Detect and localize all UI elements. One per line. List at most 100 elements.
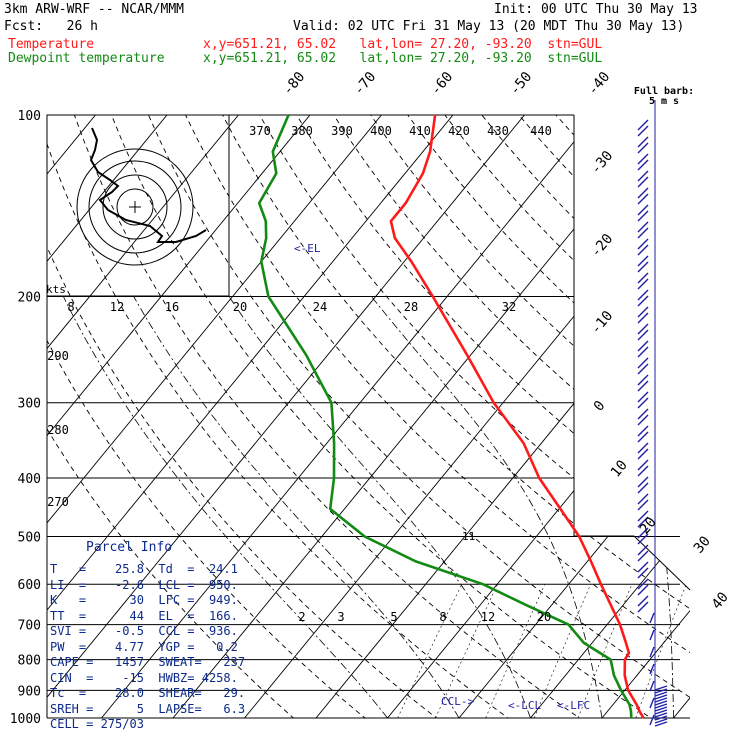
wind-barb [637, 516, 649, 528]
wind-barb [637, 425, 649, 437]
hodograph-ring [76, 148, 194, 266]
wind-barb [637, 465, 649, 477]
parcel-info-title: Parcel Info [86, 540, 173, 555]
isotherm-line [47, 115, 168, 718]
wind-barb [637, 142, 649, 154]
wind-barb [637, 329, 649, 341]
wind-barb [637, 391, 649, 403]
wind-barb [637, 459, 649, 471]
isotherm-line [47, 115, 311, 718]
pressure-tick-label: 200 [18, 291, 41, 306]
dry-adiabat [222, 115, 690, 718]
wind-barb [637, 561, 649, 573]
wind-barb [637, 255, 649, 267]
wind-barb [637, 323, 649, 335]
wind-barb [637, 289, 649, 301]
isotherm-tick-label: -70 [351, 69, 380, 99]
isotherm-tick-label: 40 [709, 589, 732, 612]
wind-barb [637, 595, 649, 607]
isotherm-tick-label: 0 [591, 398, 609, 415]
temperature-legend: Temperature [8, 37, 95, 52]
theta-tick-label: 440 [530, 124, 552, 138]
isotherm-line [47, 115, 454, 718]
dry-adiabat [444, 115, 690, 718]
theta-tick-label: 400 [370, 124, 392, 138]
isotherm-line [47, 115, 239, 718]
pressure-tick-label: 400 [18, 472, 41, 487]
wind-barb [637, 527, 649, 539]
wind-barb [637, 448, 649, 460]
mixing-ratio-label: 12 [481, 610, 495, 624]
isotherm-line [47, 115, 525, 718]
mixing-ratio-label: 32 [502, 300, 516, 314]
wind-barb [637, 204, 649, 216]
hodograph-trace [89, 127, 207, 243]
isotherm-tick-label: 10 [608, 457, 631, 480]
wind-barb [637, 176, 649, 188]
wind-barb [637, 187, 649, 199]
mixing-ratio-label: 12 [110, 300, 124, 314]
pressure-tick-label: 700 [18, 619, 41, 634]
wind-barb [637, 408, 649, 420]
hodograph-ring [116, 188, 154, 226]
mixing-ratio-line [435, 584, 498, 718]
mixing-ratio-mark: 11 [462, 530, 475, 543]
pressure-tick-label: 800 [18, 654, 41, 669]
wind-barb [654, 718, 668, 724]
dry-adiabat [47, 115, 526, 718]
wind-barb [637, 136, 649, 148]
hodograph-center [129, 201, 141, 213]
isotherm-tick-label: -20 [588, 231, 617, 261]
barb-key-value: 5 m s [649, 96, 679, 107]
wind-barb [637, 312, 649, 324]
isotherm-line [244, 115, 690, 718]
init-time: Init: 00 UTC Thu 30 May 13 [494, 2, 698, 17]
pressure-tick-label: 500 [18, 530, 41, 545]
wind-barb [637, 442, 649, 454]
theta-side-label: 280 [47, 423, 69, 437]
mixing-ratio-label: 20 [537, 610, 551, 624]
wind-barb [637, 295, 649, 307]
model-name: 3km ARW-WRF -- NCAR/MMM [4, 2, 185, 17]
theta-tick-label: 380 [291, 124, 313, 138]
wind-barb [654, 712, 668, 718]
wind-barb [637, 227, 649, 239]
wind-barb [637, 159, 649, 171]
wind-barb [637, 414, 649, 426]
wind-barb [637, 340, 649, 352]
pressure-tick-label: 300 [18, 397, 41, 412]
wind-barb [637, 601, 649, 613]
frame-diagonal [574, 535, 691, 591]
parcel-info-row: T = 25.8 Td = 24.1 [50, 562, 238, 576]
dry-adiabat [47, 115, 381, 718]
wind-barb [637, 380, 649, 392]
lcl-annotation: <-LCL [508, 699, 541, 712]
mixing-ratio-label: 8 [67, 300, 74, 314]
wind-barb [637, 170, 649, 182]
lfc-annotation: <-LFC [557, 699, 590, 712]
dry-adiabat [333, 115, 690, 718]
dry-adiabat [370, 115, 690, 718]
valid-time: Valid: 02 UTC Fri 31 May 13 (20 MDT Thu … [293, 19, 685, 34]
mixing-ratio-label: 24 [313, 300, 327, 314]
mixing-ratio-label: 8 [439, 610, 446, 624]
dry-adiabat [296, 115, 690, 718]
wind-barb [654, 688, 668, 694]
parcel-info-row: CAPE = 1457 SWEAT= 237 [50, 655, 246, 669]
wind-barb [637, 499, 649, 511]
wind-barb [637, 584, 649, 596]
wind-barb [637, 306, 649, 318]
wind-barb [637, 510, 649, 522]
dry-adiabat [111, 115, 671, 718]
wind-barb [649, 697, 655, 709]
mixing-ratio-label: 3 [337, 610, 344, 624]
moist-adiabat [371, 296, 603, 718]
dry-adiabat [73, 115, 599, 718]
wind-barb [637, 221, 649, 233]
wind-barb [637, 363, 649, 375]
mixing-ratio-label: 2 [298, 610, 305, 624]
hodograph-ring [102, 174, 168, 240]
wind-barb [654, 697, 668, 703]
hodograph-units-label: kts [46, 283, 66, 296]
dewpoint-trace [257, 114, 633, 719]
